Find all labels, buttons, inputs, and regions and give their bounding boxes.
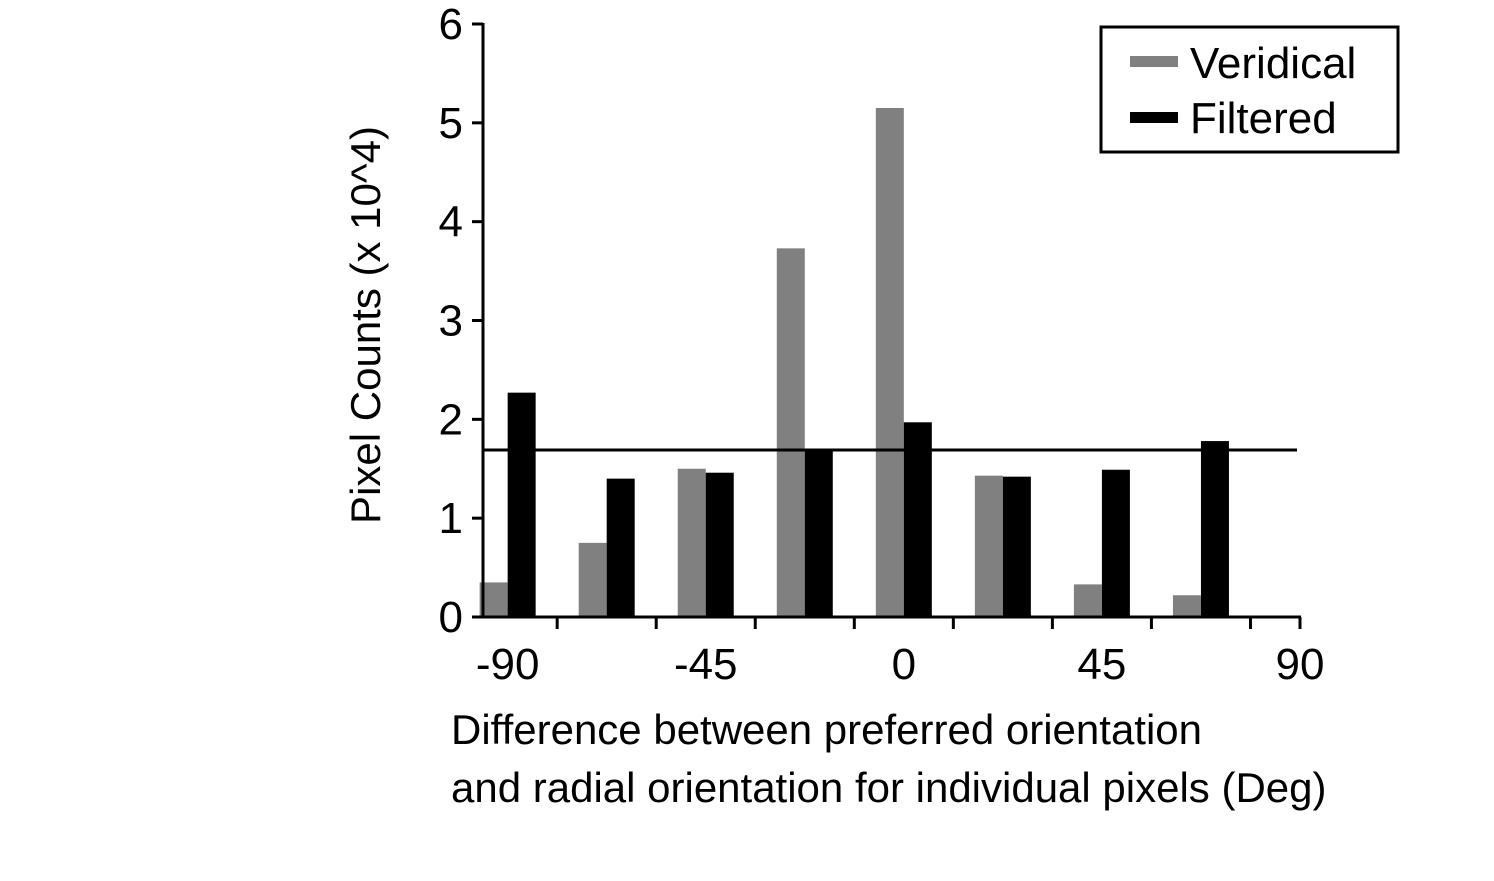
legend-box [1099,25,1400,154]
x-tick-label--90: -90 [476,640,540,689]
x-axis-title-line-1: Difference between preferred orientation [451,706,1202,753]
bar-filtered-0 [507,392,536,617]
legend-label-filtered: Filtered [1190,94,1337,143]
bar-filtered-2 [705,472,734,617]
bar-veridical-1 [578,542,607,617]
y-axis-title: Pixel Counts (x 10^4) [342,126,389,524]
bar-veridical-3 [776,248,805,617]
legend-label-veridical: Veridical [1190,39,1356,88]
bar-veridical-2 [677,468,706,617]
y-tick-label-6: 6 [439,0,463,49]
legend: Veridical Filtered [1099,25,1400,154]
bar-filtered-5 [1002,476,1031,617]
bar-filtered-1 [606,478,635,617]
y-tick-label-0: 0 [439,593,463,642]
bar-veridical-6 [1073,584,1102,617]
x-axis-title-line-2: and radial orientation for individual pi… [451,764,1326,811]
bar-veridical-7 [1172,595,1201,617]
bar-veridical-4 [875,108,904,617]
x-tick-label-0: 0 [892,640,916,689]
bar-veridical-5 [974,475,1003,617]
legend-swatch-veridical [1130,56,1178,67]
x-tick-label--45: -45 [674,640,738,689]
bar-filtered-7 [1200,441,1229,617]
bar-filtered-4 [903,422,932,617]
y-tick-label-5: 5 [439,99,463,148]
bar-filtered-6 [1101,469,1130,617]
x-tick-label-45: 45 [1077,640,1126,689]
y-tick-label-2: 2 [439,395,463,444]
y-tick-label-1: 1 [439,494,463,543]
y-tick-label-3: 3 [439,297,463,346]
bars-group [479,108,1229,617]
x-tick-label-90: 90 [1276,640,1325,689]
bar-filtered-3 [804,448,833,617]
legend-swatch-filtered [1130,112,1178,123]
y-tick-label-4: 4 [439,198,463,247]
